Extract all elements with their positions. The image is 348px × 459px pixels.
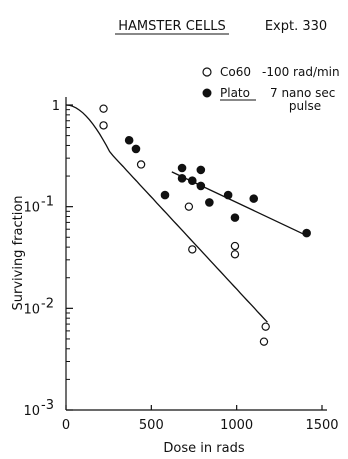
x-tick-label: 1500 bbox=[305, 418, 338, 433]
point-plato bbox=[230, 213, 240, 222]
point-plato bbox=[223, 190, 233, 200]
y-tick-label: 10 bbox=[23, 201, 40, 216]
point-co60 bbox=[99, 104, 108, 113]
point-plato bbox=[302, 228, 311, 238]
point-plato bbox=[177, 174, 187, 183]
x-tick-label: 1000 bbox=[220, 418, 253, 433]
legend-marker-plato bbox=[202, 88, 212, 98]
x-tick-label: 500 bbox=[139, 418, 164, 433]
point-co60 bbox=[230, 241, 240, 251]
point-co60 bbox=[230, 250, 240, 259]
y-axis-label: Surviving fraction bbox=[11, 195, 26, 310]
point-plato bbox=[131, 144, 141, 154]
legend-label-plato: Plato bbox=[220, 86, 250, 100]
legend-label-plato-duration: 7 nano sec bbox=[270, 86, 335, 100]
fit-lines-layer bbox=[65, 104, 307, 323]
legend-label-co60-rate: -100 rad/min bbox=[262, 65, 340, 79]
points-layer bbox=[99, 104, 311, 346]
point-plato bbox=[196, 165, 206, 175]
point-plato bbox=[196, 181, 206, 191]
x-axis-label: Dose in rads bbox=[163, 441, 244, 456]
point-co60 bbox=[184, 202, 194, 211]
point-co60 bbox=[136, 160, 146, 169]
point-co60 bbox=[261, 322, 270, 331]
legend-label-co60: Co60 bbox=[220, 65, 251, 79]
point-plato bbox=[124, 135, 134, 145]
point-plato bbox=[160, 190, 170, 200]
point-co60 bbox=[188, 245, 197, 254]
chart-title: HAMSTER CELLS bbox=[118, 19, 226, 34]
x-tick-label: 0 bbox=[62, 418, 70, 433]
legend-marker-co60 bbox=[202, 67, 212, 77]
y-tick-label: 10 bbox=[23, 404, 40, 419]
point-co60 bbox=[259, 337, 269, 346]
point-plato bbox=[205, 198, 214, 207]
chart-subtitle: Expt. 330 bbox=[265, 19, 327, 34]
point-plato bbox=[177, 163, 187, 173]
fit-line-co60 bbox=[65, 104, 268, 323]
y-tick-exponent: -2 bbox=[41, 296, 54, 311]
point-plato bbox=[187, 176, 197, 186]
y-tick-exponent: -1 bbox=[41, 195, 54, 210]
y-tick-label: 1 bbox=[52, 99, 60, 114]
point-plato bbox=[249, 194, 259, 203]
legend-label-plato-pulse: pulse bbox=[289, 99, 321, 113]
y-tick-exponent: -3 bbox=[41, 398, 54, 413]
point-co60 bbox=[99, 121, 108, 130]
y-tick-label: 10 bbox=[23, 302, 40, 317]
